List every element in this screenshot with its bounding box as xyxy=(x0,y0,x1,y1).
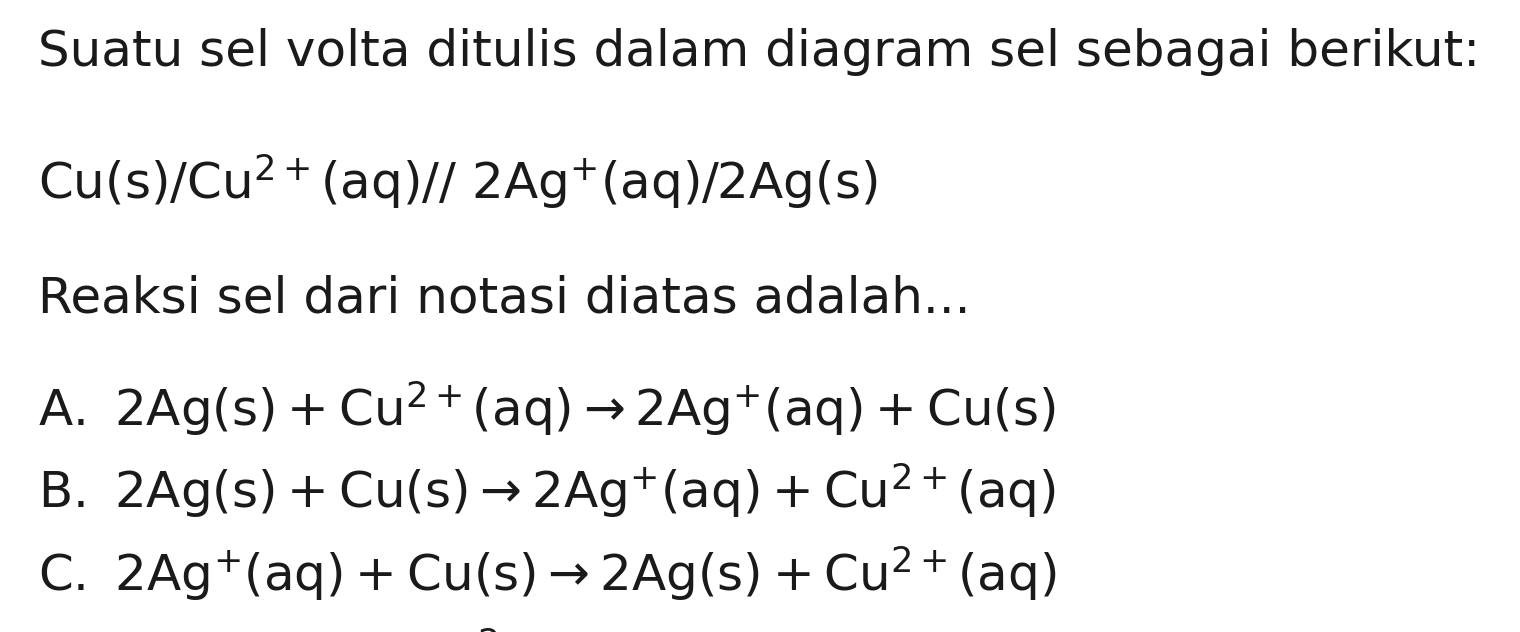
Text: Suatu sel volta ditulis dalam diagram sel sebagai berikut:: Suatu sel volta ditulis dalam diagram se… xyxy=(38,28,1480,76)
Text: $\mathrm{B. \ 2Ag(s) + Cu(s) \rightarrow 2Ag^{+}(aq) + Cu^{2+}(aq)}$: $\mathrm{B. \ 2Ag(s) + Cu(s) \rightarrow… xyxy=(38,461,1056,520)
Text: Reaksi sel dari notasi diatas adalah...: Reaksi sel dari notasi diatas adalah... xyxy=(38,275,970,323)
Text: $\mathrm{D. \ 2Ag^{+}(aq) + Cu^{2+}(aq) \rightarrow 2Ag(s) + Cu(s)}$: $\mathrm{D. \ 2Ag^{+}(aq) + Cu^{2+}(aq) … xyxy=(38,626,1059,632)
Text: $\mathrm{Cu(s) / Cu^{2+}(aq) // \ 2Ag^{+}(aq) / 2Ag(s)}$: $\mathrm{Cu(s) / Cu^{2+}(aq) // \ 2Ag^{+… xyxy=(38,152,877,210)
Text: $\mathrm{C. \ 2Ag^{+}(aq) + Cu(s) \rightarrow 2Ag(s) + Cu^{2+}(aq)}$: $\mathrm{C. \ 2Ag^{+}(aq) + Cu(s) \right… xyxy=(38,544,1056,602)
Text: $\mathrm{A. \ 2Ag(s) + Cu^{2+}(aq) \rightarrow 2Ag^{+}(aq) + Cu(s)}$: $\mathrm{A. \ 2Ag(s) + Cu^{2+}(aq) \righ… xyxy=(38,379,1056,438)
